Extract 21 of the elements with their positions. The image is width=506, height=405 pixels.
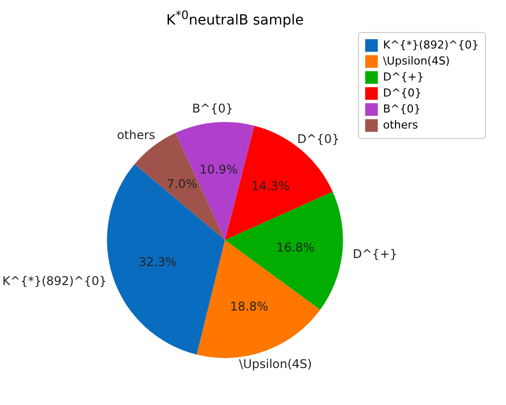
data-label: 7.0%	[166, 176, 198, 191]
data-label: 10.9%	[199, 162, 238, 176]
legend-label: others	[383, 118, 418, 132]
legend-label: D^{0}	[383, 86, 422, 100]
legend-label: B^{0}	[383, 102, 421, 116]
pie-slice	[225, 192, 343, 310]
legend-label: K^{*}(892)^{0}	[383, 38, 479, 52]
data-label: 18.8%	[230, 300, 268, 314]
data-label: 32.3%	[138, 254, 177, 269]
slice-label: others	[116, 128, 156, 142]
pie-slice	[196, 240, 320, 358]
chart-title: K$^{*0}$neutralB sample	[165, 7, 305, 30]
slice-label: B^{0}	[192, 102, 234, 116]
slice-label: \Upsilon(4S)	[239, 357, 312, 372]
legend-label: D^{+}	[383, 70, 424, 84]
data-label: 14.3%	[252, 178, 290, 193]
legend-label: \Upsilon(4S)	[383, 54, 450, 68]
data-label: 16.8%	[276, 240, 314, 254]
slice-label: K^{*}(892)^{0}	[2, 274, 107, 288]
slice-label: D^{0}	[297, 132, 340, 146]
slice-label: D^{+}	[352, 246, 398, 261]
